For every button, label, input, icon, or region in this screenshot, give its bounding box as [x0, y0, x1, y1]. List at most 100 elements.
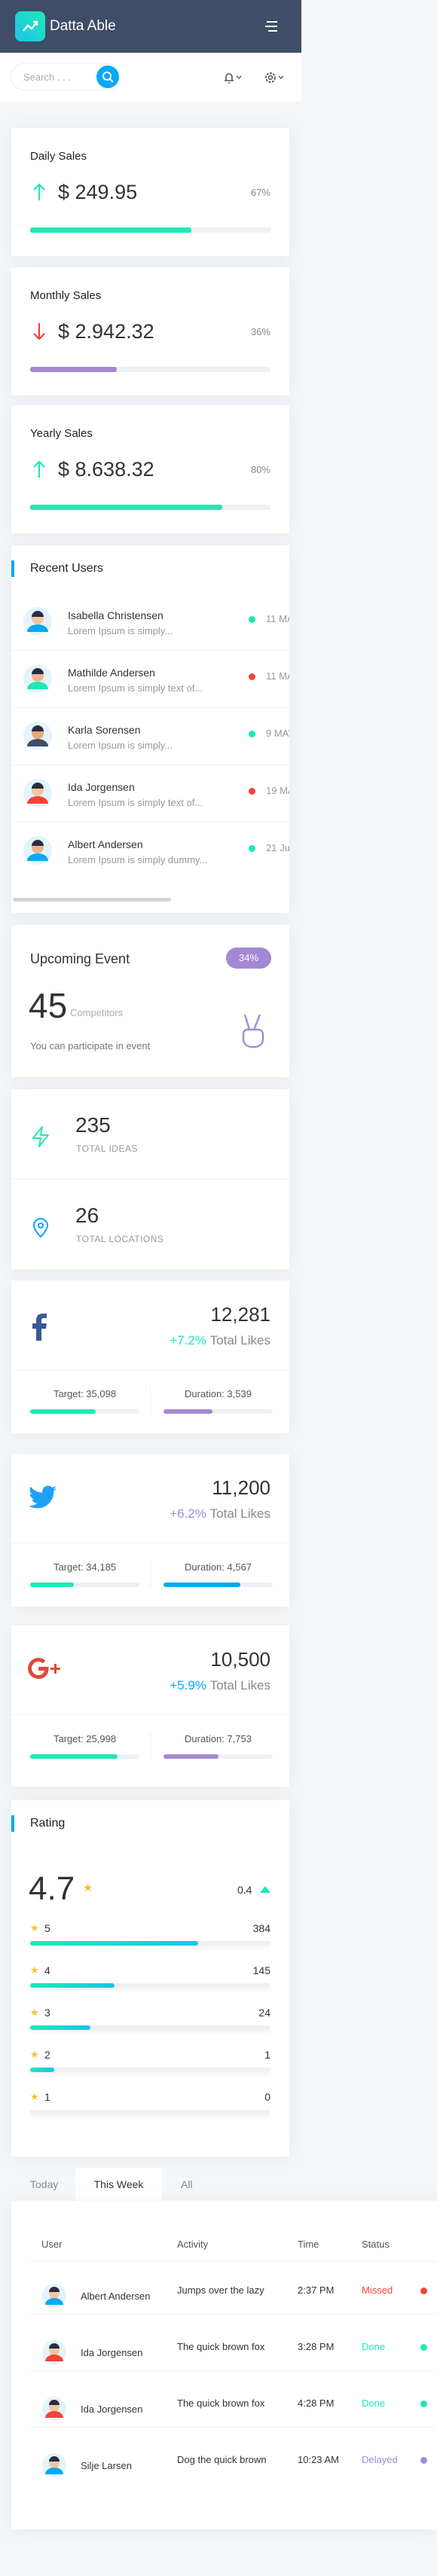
target-label: Target: 25,998 — [53, 1733, 117, 1744]
user-date: 11 MAY 12:56 — [266, 613, 289, 624]
location-icon — [30, 1216, 51, 1238]
column-header: User — [41, 2239, 63, 2250]
avatar — [23, 778, 53, 808]
notifications[interactable] — [222, 71, 243, 84]
social-icon — [28, 1312, 63, 1342]
likes-label: Total Likes — [209, 1333, 270, 1348]
sales-percent: 36% — [250, 326, 270, 337]
target-label: Target: 35,098 — [53, 1388, 117, 1399]
divider — [11, 1714, 289, 1715]
progress-bar — [30, 1409, 96, 1414]
total-label: TOTAL IDEAS — [76, 1143, 138, 1154]
row-divider — [11, 650, 289, 651]
sales-amount: $ 8.638.32 — [58, 458, 154, 481]
total-label: TOTAL LOCATIONS — [76, 1234, 164, 1244]
event-card: Upcoming Event 34% 45 Competitors You can pa… — [11, 925, 289, 1077]
status: Delayed — [362, 2454, 398, 2465]
avatar — [23, 721, 53, 751]
search-input[interactable]: Search . . . — [11, 63, 121, 90]
progress-track — [163, 1409, 273, 1414]
rating-card: Rating 4.7 ★ 0.4 ★ 5 384 ★ 4 145 ★ 3 24 ★ 2 1 ★ 1 0 — [11, 1800, 289, 2156]
likes-count: 12,281 — [210, 1303, 270, 1326]
stars: 2 — [44, 2049, 50, 2061]
sales-amount: $ 2.942.32 — [58, 320, 154, 343]
user-date: 19 MAY 12:56 — [266, 785, 289, 796]
menu-toggle[interactable] — [264, 20, 279, 32]
user-name: Ida Jorgensen — [81, 2404, 143, 2415]
user-name: Ida Jorgensen — [68, 781, 135, 793]
user-text: Lorem Ipsum is simply... — [68, 625, 173, 636]
column-header: Status — [362, 2239, 390, 2250]
brand: Datta Able — [50, 18, 116, 34]
progress-track — [30, 227, 270, 233]
trend-arrow — [32, 322, 47, 341]
likes-line: +7.2% Total Likes — [170, 1333, 270, 1348]
status-dot — [249, 845, 255, 852]
total-value: 235 — [75, 1113, 111, 1137]
search-button[interactable] — [96, 66, 119, 88]
stars: 1 — [44, 2091, 50, 2103]
stars: 4 — [44, 1964, 50, 1976]
user-name: Albert Andersen — [68, 838, 143, 850]
count: 24 — [258, 2007, 270, 2019]
event-text: You can participate in event — [30, 1040, 151, 1051]
target-label: Target: 34,185 — [53, 1561, 117, 1573]
avatar — [23, 835, 53, 865]
user-date: 11 MAY 10:35 — [266, 670, 289, 682]
user-text: Lorem Ipsum is simply text of... — [68, 797, 203, 808]
progress-track — [30, 1983, 270, 1988]
time: 4:28 PM — [298, 2397, 335, 2409]
scrollbar — [13, 898, 171, 902]
progress-bar — [30, 1583, 74, 1587]
progress-track — [30, 1754, 139, 1759]
progress-track — [30, 1941, 270, 1946]
status: Missed — [362, 2285, 393, 2296]
tab[interactable]: All — [181, 2178, 193, 2190]
status: Done — [362, 2341, 386, 2352]
header: Datta Able — [0, 0, 301, 53]
totals-card: 235 TOTAL IDEAS 26 TOTAL LOCATIONS — [11, 1089, 289, 1269]
tab[interactable]: This Week — [75, 2168, 162, 2201]
settings[interactable] — [264, 71, 286, 84]
divider-vertical — [150, 1386, 151, 1416]
count: 384 — [252, 1922, 270, 1934]
progress-track — [30, 1409, 139, 1414]
user-name: Silje Larsen — [81, 2460, 132, 2471]
card-title: Upcoming Event — [30, 951, 130, 966]
progress-bar — [30, 1983, 115, 1988]
activity: Dog the quick brown — [177, 2454, 267, 2465]
likes-line: +5.9% Total Likes — [170, 1678, 270, 1693]
count-label: Competitors — [70, 1007, 124, 1018]
card-title: Recent Users — [30, 562, 103, 575]
event-badge: 34% — [226, 948, 271, 969]
header-divider — [30, 2261, 437, 2262]
stars: 3 — [44, 2007, 50, 2019]
change-arrow — [260, 1885, 270, 1893]
count: 1 — [264, 2049, 270, 2061]
progress-bar — [163, 1409, 213, 1414]
duration-label: Duration: 7,753 — [185, 1733, 252, 1744]
title-accent — [11, 560, 14, 577]
ideas-icon — [30, 1125, 51, 1148]
avatar — [41, 2339, 67, 2365]
likes-line: +6.2% Total Likes — [170, 1506, 270, 1521]
row-star: ★ — [30, 2049, 39, 2060]
sales-card: Monthly Sales $ 2.942.32 36% — [11, 267, 289, 395]
tab[interactable]: Today — [30, 2178, 59, 2190]
user-text: Lorem Ipsum is simply dummy... — [68, 854, 208, 865]
user-name: Ida Jorgensen — [81, 2347, 143, 2358]
progress-bar — [30, 505, 223, 510]
sales-percent: 80% — [250, 464, 270, 475]
likes-change: +5.9% — [170, 1678, 206, 1692]
avatar — [41, 2452, 67, 2478]
avatar — [23, 606, 53, 636]
social-card: 10,500 +5.9% Total Likes Target: 25,998 Dur… — [11, 1625, 289, 1787]
progress-track — [30, 367, 270, 372]
sales-card: Daily Sales $ 249.95 67% — [11, 128, 289, 256]
row-divider — [11, 707, 289, 708]
divider-vertical — [150, 1559, 151, 1589]
social-icon — [28, 1657, 63, 1687]
status-dot — [420, 2288, 427, 2294]
search-placeholder: Search . . . — [23, 72, 71, 83]
